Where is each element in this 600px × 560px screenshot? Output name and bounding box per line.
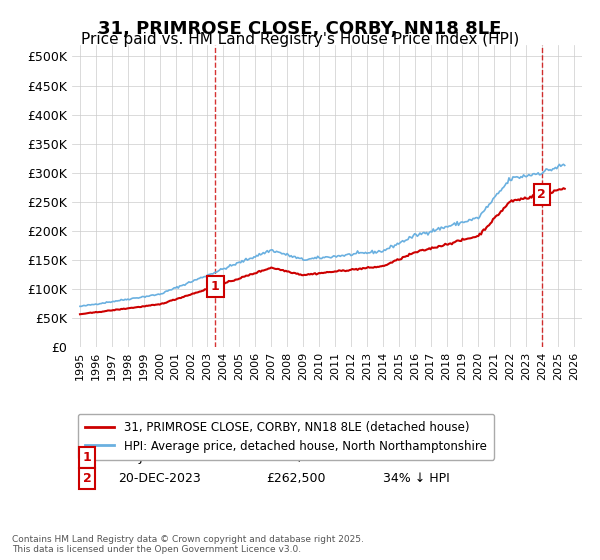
Text: £104,500: £104,500 — [266, 451, 325, 464]
Text: 2: 2 — [83, 472, 92, 486]
Text: £262,500: £262,500 — [266, 472, 325, 486]
Text: 34% ↓ HPI: 34% ↓ HPI — [383, 472, 450, 486]
Text: 2: 2 — [538, 188, 546, 201]
Text: Contains HM Land Registry data © Crown copyright and database right 2025.
This d: Contains HM Land Registry data © Crown c… — [12, 535, 364, 554]
Text: 31, PRIMROSE CLOSE, CORBY, NN18 8LE: 31, PRIMROSE CLOSE, CORBY, NN18 8LE — [98, 20, 502, 38]
Text: 40% ↓ HPI: 40% ↓ HPI — [383, 451, 450, 464]
Text: Price paid vs. HM Land Registry's House Price Index (HPI): Price paid vs. HM Land Registry's House … — [81, 32, 519, 47]
Text: 30-JUN-2003: 30-JUN-2003 — [118, 451, 197, 464]
Text: 1: 1 — [83, 451, 92, 464]
Text: 1: 1 — [211, 280, 220, 293]
Legend: 31, PRIMROSE CLOSE, CORBY, NN18 8LE (detached house), HPI: Average price, detach: 31, PRIMROSE CLOSE, CORBY, NN18 8LE (det… — [78, 414, 494, 460]
Text: 20-DEC-2023: 20-DEC-2023 — [118, 472, 200, 486]
